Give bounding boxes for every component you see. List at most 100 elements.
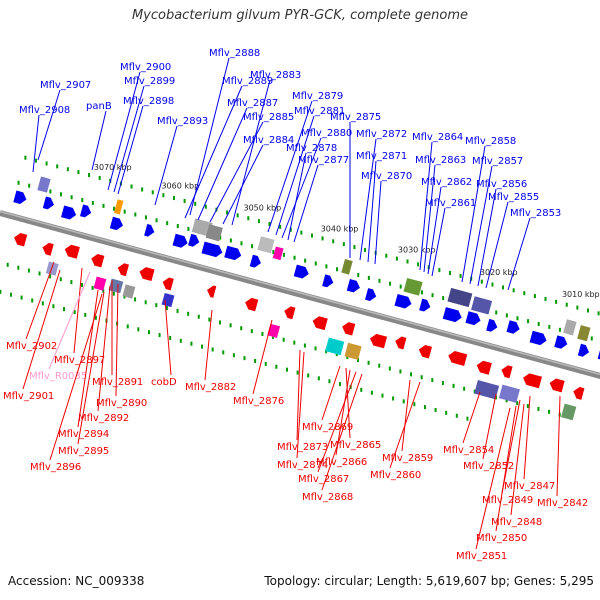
position-tick: [378, 278, 381, 283]
reverse-gene-leader: [556, 395, 561, 497]
reverse-gene-label: Mflv_2896: [30, 462, 81, 473]
reverse-gene-leader: [482, 393, 497, 460]
forward-gene-leader: [367, 160, 377, 263]
reverse-gene-label: Mflv_2901: [3, 391, 54, 402]
feature-block: [563, 319, 577, 336]
position-tick: [406, 259, 409, 264]
position-tick: [516, 401, 519, 406]
reverse-gene-leader: [523, 395, 531, 480]
reverse-gene-arrow: [549, 378, 565, 393]
position-tick: [81, 198, 84, 203]
reverse-gene-label: Mflv_2852: [463, 461, 514, 472]
position-tick: [66, 167, 69, 172]
feature-block: [161, 292, 175, 308]
position-tick: [314, 261, 317, 266]
position-tick: [381, 393, 384, 398]
feature-block: [45, 261, 59, 276]
position-tick: [417, 262, 420, 267]
position-tick: [480, 279, 483, 284]
forward-gene-arrow: [419, 298, 431, 312]
position-tick: [558, 327, 561, 332]
position-tick: [328, 379, 331, 384]
position-tick: [300, 230, 303, 235]
feature-block: [341, 259, 353, 275]
position-tick: [151, 190, 154, 195]
forward-gene-arrow: [224, 245, 242, 261]
reverse-gene-arrow: [476, 360, 492, 375]
forward-gene-label: Mflv_2884: [243, 135, 294, 146]
position-tick: [321, 236, 324, 241]
reverse-gene-label: Mflv_2866: [316, 457, 367, 468]
reverse-gene-label: Mflv_2890: [96, 398, 147, 409]
forward-gene-leader: [231, 79, 271, 226]
reverse-gene-label: cobD: [151, 377, 177, 388]
forward-gene-leader: [374, 180, 382, 265]
forward-gene-leader: [485, 201, 509, 289]
position-tick: [60, 192, 63, 197]
position-tick: [187, 226, 190, 231]
forward-gene-arrow: [144, 223, 155, 237]
position-tick: [537, 406, 540, 411]
position-tick: [162, 193, 165, 198]
forward-gene-arrow: [597, 350, 600, 360]
reverse-gene-label: Mflv_2842: [537, 498, 588, 509]
forward-gene-label: Mflv_2864: [412, 132, 463, 143]
position-tick: [226, 210, 229, 215]
position-tick: [289, 227, 292, 232]
reverse-gene-label: Mflv_2891: [92, 377, 143, 388]
position-tick: [91, 285, 94, 290]
position-tick: [272, 249, 275, 254]
forward-gene-arrow: [293, 264, 309, 279]
position-tick: [533, 294, 536, 299]
position-tick: [211, 347, 214, 352]
reverse-gene-leader: [335, 369, 351, 456]
forward-gene-arrow: [486, 318, 498, 332]
position-tick: [141, 187, 144, 192]
reverse-gene-arrow: [523, 373, 542, 389]
position-tick: [423, 405, 426, 410]
position-tick: [155, 303, 158, 308]
reverse-gene-leader: [510, 403, 525, 516]
position-tick: [70, 195, 73, 200]
forward-gene-label: Mflv_2861: [425, 198, 476, 209]
position-tick: [240, 326, 243, 331]
position-tick: [155, 218, 158, 223]
position-tick: [336, 267, 339, 272]
feature-block: [122, 284, 136, 299]
position-tick: [370, 390, 373, 395]
reverse-gene-arrow: [418, 345, 432, 359]
reverse-gene-leader: [462, 391, 481, 444]
position-tick: [232, 353, 235, 358]
position-tick: [229, 238, 232, 243]
reverse-gene-label: Mflv_2867: [298, 474, 349, 485]
position-tick: [197, 314, 200, 319]
forward-gene-label: Mflv_2893: [157, 116, 208, 127]
position-tick: [325, 264, 328, 269]
reverse-gene-label: Mflv_2897: [54, 355, 105, 366]
position-tick: [0, 289, 2, 294]
reverse-gene-leader: [475, 407, 511, 550]
reverse-gene-arrow: [14, 233, 28, 247]
forward-gene-leader: [287, 152, 307, 241]
reverse-gene-label: Mflv_2892: [78, 413, 129, 424]
position-tick: [102, 203, 105, 208]
forward-gene-label: Mflv_2853: [510, 208, 561, 219]
forward-gene-leader: [419, 141, 433, 271]
position-tick: [176, 224, 179, 229]
position-tick: [201, 344, 204, 349]
position-tick: [389, 281, 392, 286]
forward-gene-arrow: [201, 241, 223, 258]
reverse-gene-label: Mflv_2873: [277, 442, 328, 453]
position-tick: [410, 372, 413, 377]
position-tick: [402, 399, 405, 404]
forward-gene-label: Mflv_2883: [250, 70, 301, 81]
reverse-gene-label: Mflv_2854: [443, 445, 494, 456]
position-tick: [367, 275, 370, 280]
position-tick: [399, 284, 402, 289]
position-tick: [254, 359, 257, 364]
position-label: 3020 kbp: [480, 268, 518, 277]
reverse-gene-arrow: [448, 350, 468, 366]
position-tick: [147, 330, 150, 335]
